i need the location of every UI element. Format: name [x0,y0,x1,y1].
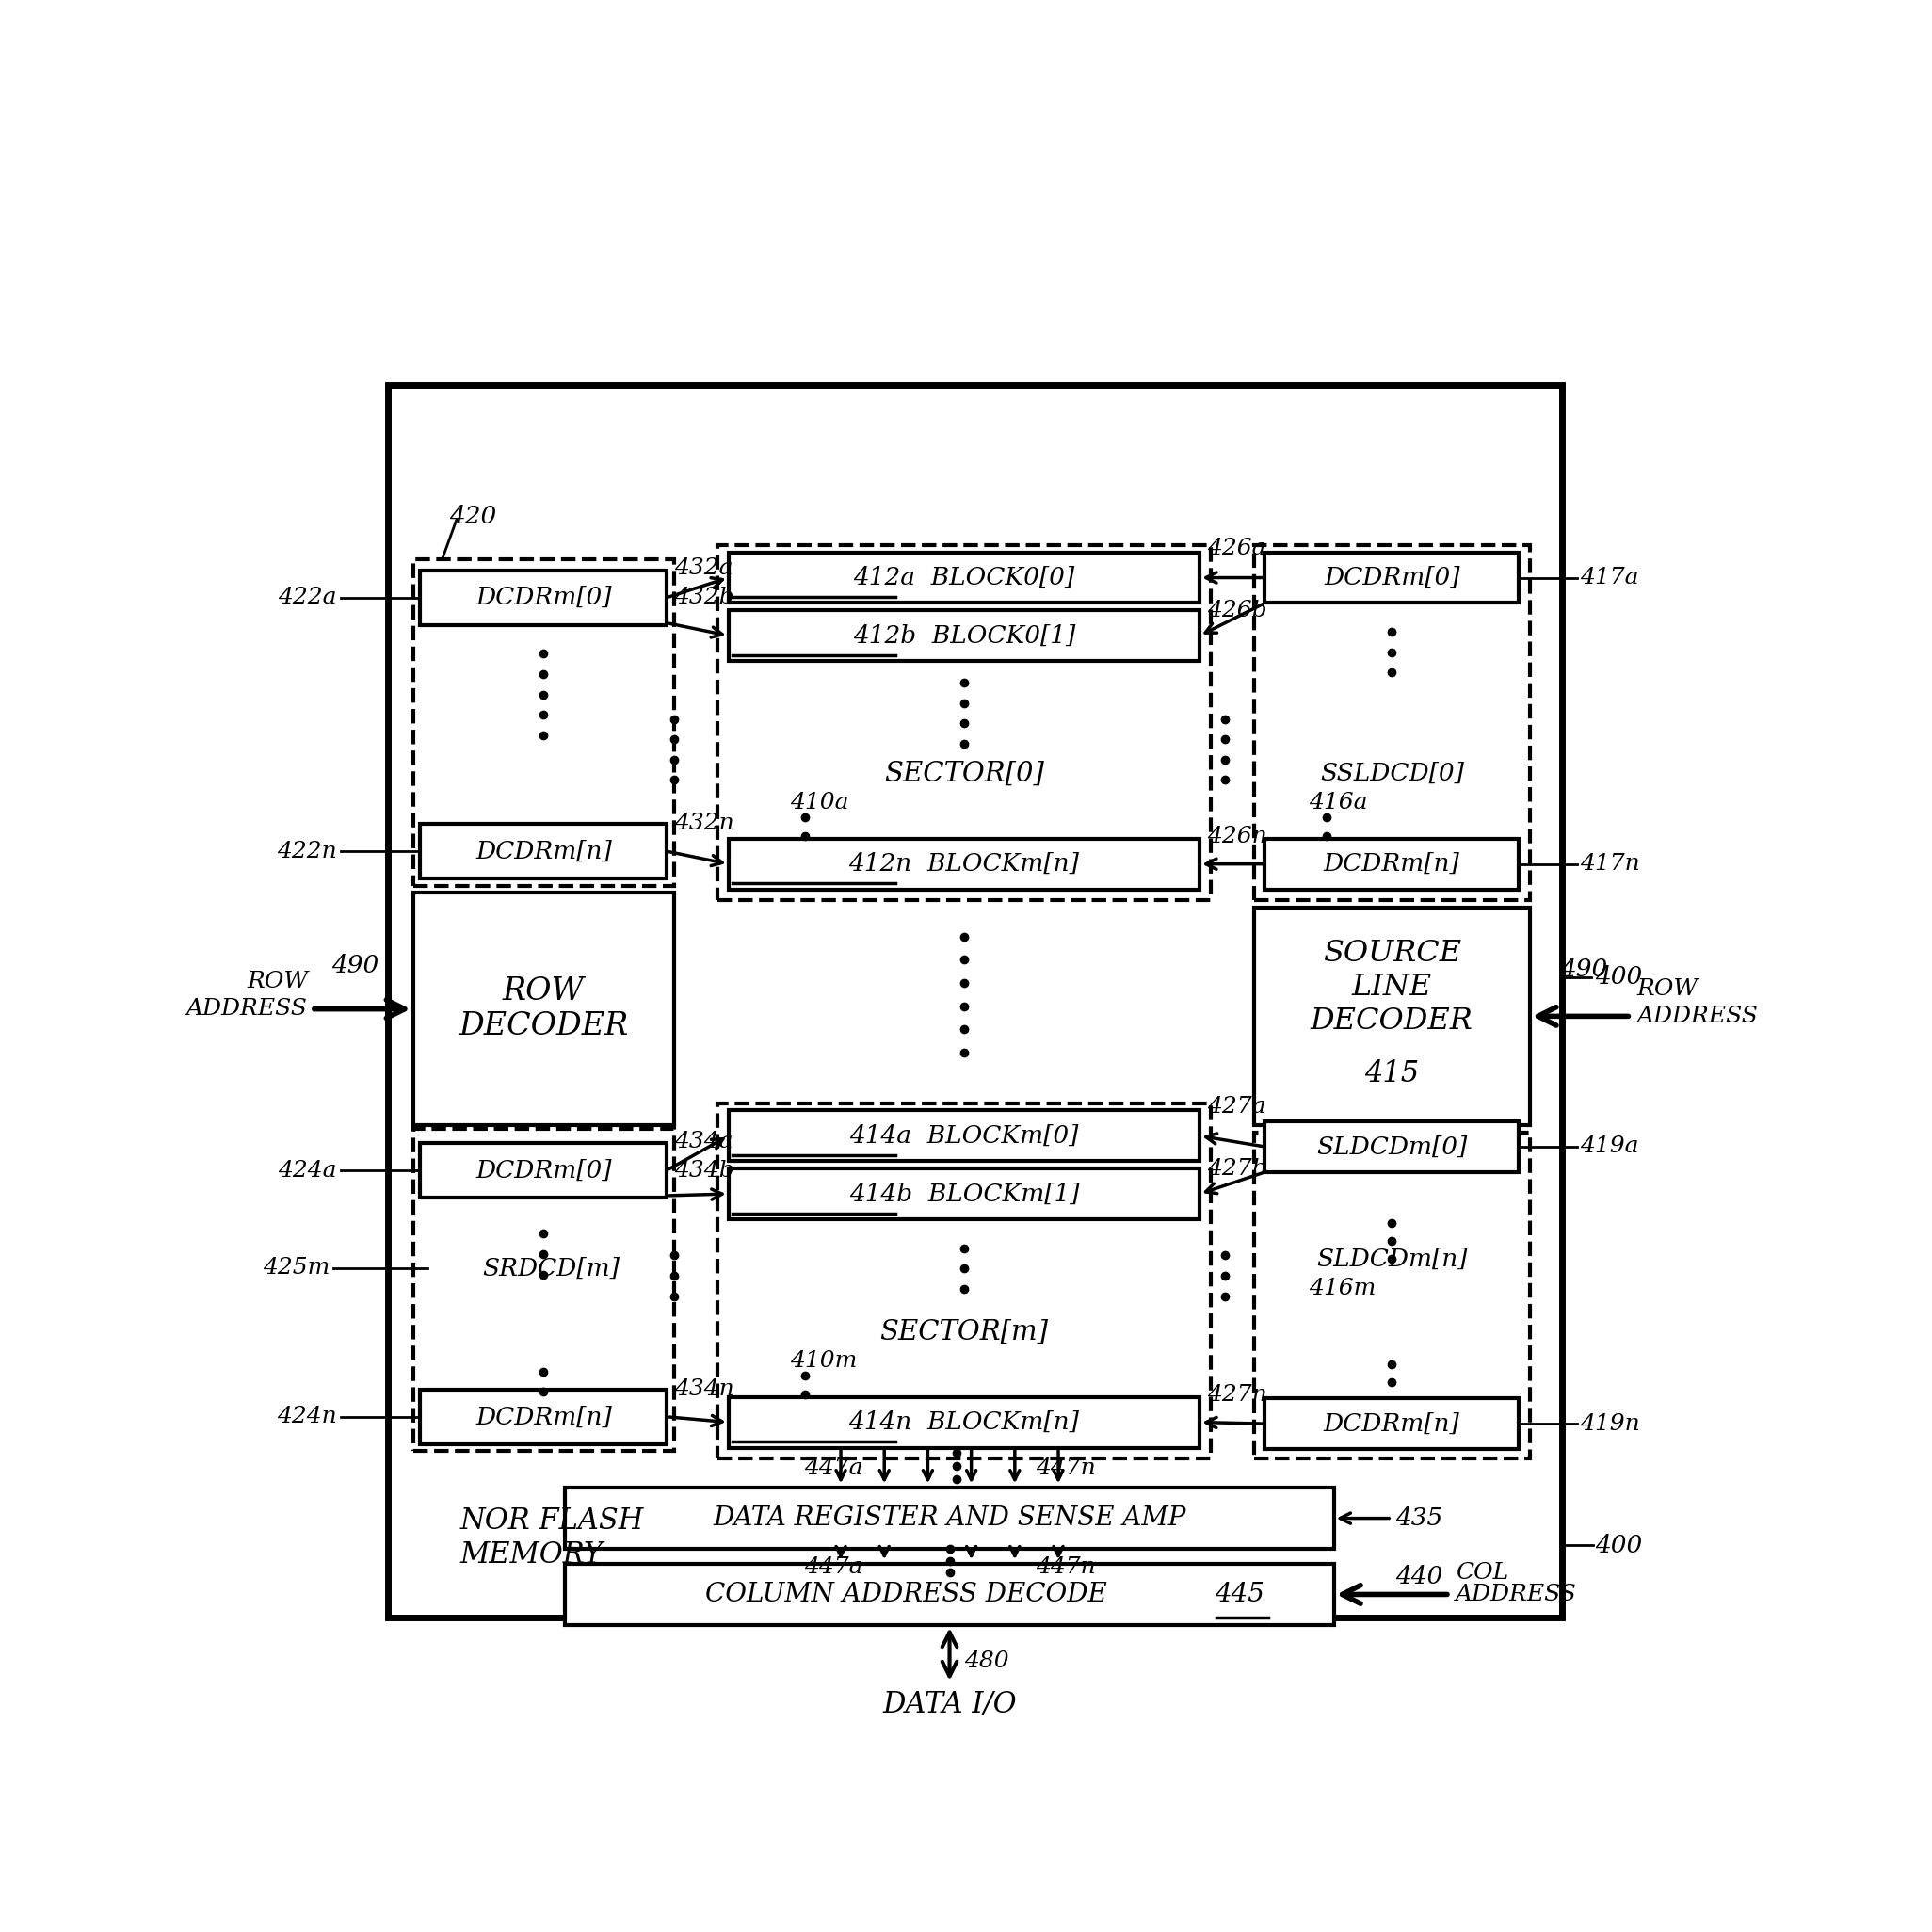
Bar [1265,553,1519,603]
Text: SOURCE
LINE
DECODER: SOURCE LINE DECODER [1310,939,1474,1036]
Text: 426n: 426n [1208,825,1267,848]
Text: 432n: 432n [674,813,734,835]
Bar [717,545,1211,900]
Bar [421,1389,667,1443]
Text: DCDRm[n]: DCDRm[n] [475,1405,612,1428]
Bar [728,1169,1200,1219]
Text: 447n: 447n [1036,1557,1095,1578]
Bar [728,611,1200,661]
Text: DCDRm[n]: DCDRm[n] [1323,1412,1461,1435]
Bar [1265,1399,1519,1449]
Text: 422a: 422a [278,587,336,609]
Text: 434b: 434b [674,1159,734,1180]
Text: 447a: 447a [804,1457,864,1478]
Bar [388,386,1563,1617]
Text: ADDRESS: ADDRESS [187,999,307,1020]
Bar [421,1144,667,1198]
Text: ROW: ROW [247,970,307,993]
Bar [413,893,674,1124]
Text: 432b: 432b [674,587,734,609]
Text: DATA I/O: DATA I/O [883,1690,1016,1719]
Text: 415: 415 [1364,1059,1420,1090]
Text: 416a: 416a [1308,792,1368,813]
Bar [421,825,667,879]
Text: 426b: 426b [1208,599,1267,620]
Text: COLUMN ADDRESS DECODE: COLUMN ADDRESS DECODE [705,1582,1107,1607]
Text: ADDRESS: ADDRESS [1455,1584,1577,1605]
Text: ADDRESS: ADDRESS [1636,1005,1758,1028]
Text: 434a: 434a [674,1130,732,1151]
Bar [1254,908,1530,1124]
Text: DATA REGISTER AND SENSE AMP: DATA REGISTER AND SENSE AMP [713,1505,1186,1530]
Bar [728,1397,1200,1447]
Text: SRDCD[m]: SRDCD[m] [483,1256,620,1281]
Text: 432a: 432a [674,558,732,580]
Text: 414a  BLOCKm[0]: 414a BLOCKm[0] [850,1124,1078,1148]
Bar [1265,1121,1519,1173]
Text: 447n: 447n [1036,1457,1095,1478]
Bar [728,838,1200,889]
Text: 445: 445 [1215,1582,1264,1607]
Text: DCDRm[0]: DCDRm[0] [475,1159,612,1182]
Text: 422n: 422n [276,840,336,862]
Text: 410a: 410a [790,792,848,813]
Text: DCDRm[n]: DCDRm[n] [1323,852,1461,875]
Text: 480: 480 [964,1650,1009,1673]
Text: 434n: 434n [674,1378,734,1401]
Text: 412b  BLOCK0[1]: 412b BLOCK0[1] [852,624,1076,647]
Text: NOR FLASH
MEMORY: NOR FLASH MEMORY [460,1507,643,1569]
Text: 425m: 425m [263,1258,330,1279]
Text: COL: COL [1455,1561,1509,1584]
Text: 447a: 447a [804,1557,864,1578]
Text: DCDRm[0]: DCDRm[0] [1323,566,1461,589]
Text: SSLDCD[0]: SSLDCD[0] [1320,761,1464,784]
Text: 420: 420 [450,504,497,527]
Text: 412a  BLOCK0[0]: 412a BLOCK0[0] [854,566,1074,589]
Bar [421,570,667,624]
Text: 400: 400 [1594,1534,1642,1557]
Text: SECTOR[0]: SECTOR[0] [885,759,1043,786]
Text: DCDRm[n]: DCDRm[n] [475,840,612,864]
Text: 424n: 424n [276,1406,336,1428]
Text: 435: 435 [1395,1507,1443,1530]
Text: 427b: 427b [1208,1157,1267,1179]
Bar [566,1488,1333,1549]
Text: SLDCDm[n]: SLDCDm[n] [1316,1248,1466,1271]
Text: 427n: 427n [1208,1383,1267,1405]
Bar [413,560,674,885]
Text: 490: 490 [1561,958,1607,981]
Text: 410m: 410m [790,1350,858,1372]
Text: 426a: 426a [1208,537,1265,560]
Text: 424a: 424a [278,1159,336,1180]
Text: 440: 440 [1395,1565,1443,1588]
Text: ROW: ROW [1636,978,1698,999]
Bar [413,1128,674,1451]
Text: 414n  BLOCKm[n]: 414n BLOCKm[n] [848,1410,1080,1434]
Text: 412n  BLOCKm[n]: 412n BLOCKm[n] [848,852,1080,875]
Bar [1254,545,1530,900]
Text: 416m: 416m [1308,1277,1376,1298]
Text: 419a: 419a [1580,1136,1638,1157]
Text: 490: 490 [332,954,379,978]
Text: 427a: 427a [1208,1095,1265,1119]
Bar [728,553,1200,603]
Text: DCDRm[0]: DCDRm[0] [475,585,612,609]
Text: 414b  BLOCKm[1]: 414b BLOCKm[1] [848,1182,1080,1206]
Text: ROW
DECODER: ROW DECODER [458,976,628,1041]
Bar [717,1103,1211,1459]
Text: 417n: 417n [1580,854,1640,875]
Bar [728,1111,1200,1161]
Bar [1254,1132,1530,1459]
Text: SECTOR[m]: SECTOR[m] [879,1318,1049,1345]
Text: 417a: 417a [1580,566,1638,589]
Text: 419n: 419n [1580,1412,1640,1435]
Bar [566,1563,1333,1625]
Text: 400: 400 [1594,966,1642,989]
Text: SLDCDm[0]: SLDCDm[0] [1316,1134,1466,1159]
Bar [1265,838,1519,889]
